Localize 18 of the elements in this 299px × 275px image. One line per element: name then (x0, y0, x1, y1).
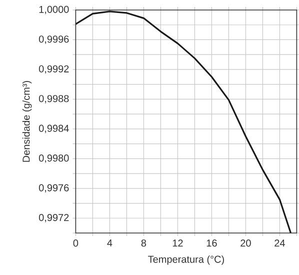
x-tick-label: 4 (107, 240, 112, 246)
x-tick-label: 20 (240, 240, 251, 247)
y-tick-label: 0,9988 (38, 95, 69, 104)
y-axis-title: Densidade (g/cm³) (22, 81, 32, 162)
y-tick-label: 0,9992 (38, 65, 69, 74)
y-tick-label: 0,9980 (38, 154, 69, 163)
y-tick-label: 0,9996 (38, 36, 69, 44)
y-tick-label: 0,9972 (38, 214, 69, 222)
x-tick-label: 12 (172, 240, 183, 247)
x-axis-title: Temperatura (°C) (148, 255, 224, 265)
y-tick-label: 1,0000 (39, 6, 69, 14)
y-tick-label: 0,9984 (38, 124, 69, 134)
x-tick-label: 0 (73, 240, 78, 247)
x-tick-label: 8 (141, 240, 146, 247)
x-tick-label: 24 (274, 240, 285, 247)
x-tick-label: 16 (206, 240, 217, 247)
y-tick-label: 0,9976 (38, 184, 69, 193)
line-series (76, 10, 292, 233)
